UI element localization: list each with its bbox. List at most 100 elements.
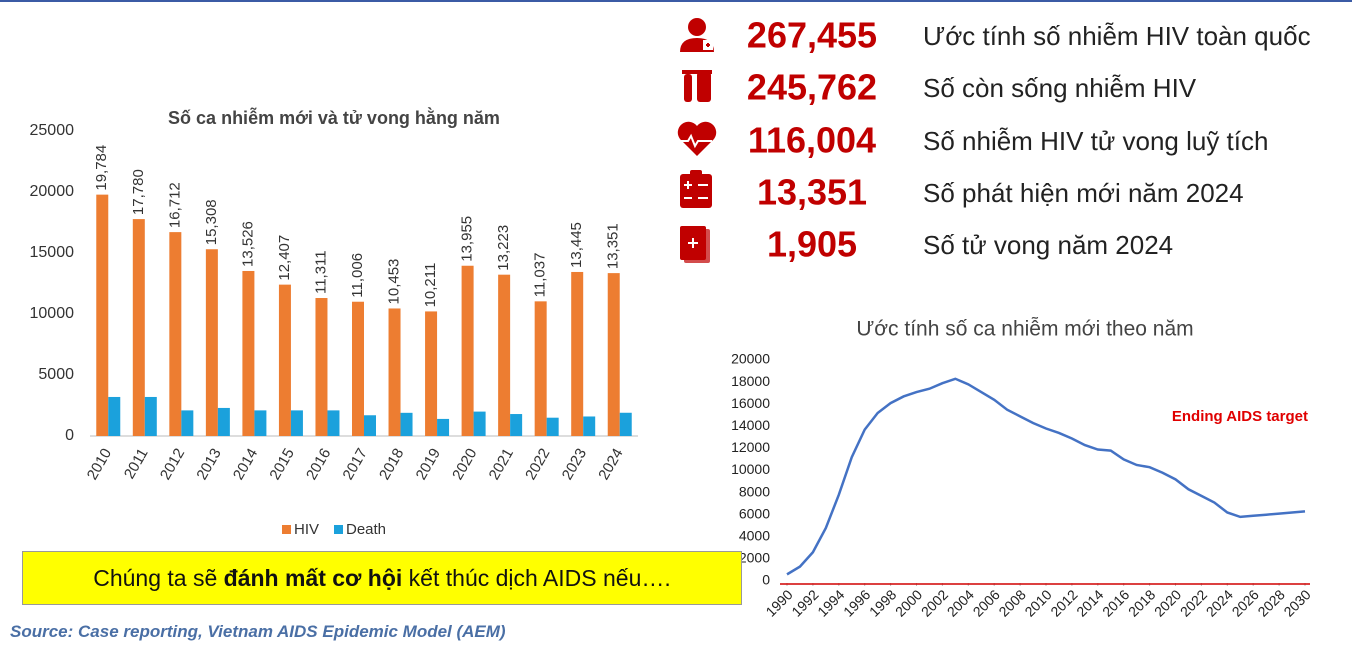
bar [144,396,157,436]
x-tick-label: 2010 [1021,586,1054,619]
x-tick-label: 1998 [866,586,899,619]
bar [571,271,584,436]
legend-swatch [282,525,291,534]
x-tick-label: 2030 [1280,586,1313,619]
x-tick-label: 2024 [1203,586,1236,619]
value-label: 13,223 [495,225,512,271]
banner-text: kết thúc dịch AIDS nếu…. [402,564,671,591]
value-label: 13,955 [459,216,476,262]
bar [461,265,474,436]
y-tick-label: 8000 [739,483,770,499]
y-tick-label: 0 [762,572,770,588]
value-label: 11,037 [532,253,549,298]
icons [677,18,717,263]
x-tick-label: 2014 [230,445,261,482]
value-label: 13,351 [605,223,622,269]
x-tick-label: 2016 [1099,586,1132,619]
x-tick-label: 2016 [303,445,334,482]
x-tick-label: 2013 [193,445,224,482]
bar [498,274,511,436]
bar [315,298,328,436]
bar [607,273,620,436]
chart-title: Số ca nhiễm mới và tử vong hằng năm [168,107,500,128]
stat-label: Số nhiễm HIV tử vong luỹ tích [923,126,1268,156]
bar [327,410,340,436]
value-label: 10,211 [422,263,439,308]
x-tick-label: 2026 [1229,586,1262,619]
bar [278,284,291,436]
x-tick-label: 2012 [157,445,188,482]
bar [352,301,364,436]
x-tick-label: 2015 [266,445,297,482]
stat-value: 1,905 [767,224,857,265]
x-tick-label: 2022 [522,445,553,482]
y-tick-label: 10000 [30,305,75,322]
value-label: 15,308 [203,199,220,245]
line [786,377,1306,576]
chart-title: Ước tính số ca nhiễm mới theo năm [856,318,1193,341]
x-tick-label: 2024 [595,445,626,482]
x-tick-label: 2006 [970,586,1003,619]
bar [400,412,413,436]
bar [254,410,267,436]
stat-label: Ước tính số nhiễm HIV toàn quốc [923,21,1311,51]
x-tick-label: 1994 [814,586,847,619]
bar [473,411,486,436]
y-tick-label: 10000 [731,461,770,477]
x-tick-label: 1992 [788,586,821,619]
bar [169,232,182,436]
x-tick-label: 2002 [918,586,951,619]
x-tick-label: 2011 [121,445,152,481]
stat-label: Số phát hiện mới năm 2024 [923,178,1244,208]
x-tick-label: 2021 [486,445,517,482]
x-tick-label: 2004 [944,586,977,619]
y-tick-label: 18000 [731,373,770,389]
value-label: 11,006 [349,253,366,298]
stat-value: 116,004 [748,120,876,161]
x-tick-label: 2019 [413,445,444,482]
y-tick-label: 0 [65,427,74,444]
x-tick-label: 2012 [1047,586,1080,619]
y-tick-label: 4000 [739,528,770,544]
stat-value: 267,455 [747,15,877,56]
source: Source: Case reporting, Vietnam AIDS Epi… [10,622,506,641]
bar [364,415,376,436]
stat-label: Số còn sống nhiễm HIV [923,73,1197,103]
x-tick-label: 2018 [1125,586,1158,619]
bar [425,311,438,436]
y-tick-label: 15000 [30,244,75,261]
y-tick-label: 6000 [739,505,770,521]
banner-emphasis: đánh mất cơ hội [223,564,403,591]
y-tick-label: 20000 [731,351,770,367]
banner-text: Chúng ta sẽ [93,564,224,591]
y-tick-label: 14000 [731,417,770,433]
bar [96,194,109,436]
stat-value: 245,762 [747,67,877,108]
bar [217,407,230,436]
value-label: 13,445 [568,222,585,268]
value-label: 19,784 [93,145,110,191]
x-tick-label: 2014 [1073,586,1106,619]
x-tick-label: 2018 [376,445,407,482]
bar [132,219,145,436]
x-tick-label: 2023 [559,445,590,482]
value-label: 17,780 [130,169,147,215]
x-tick-label: 2020 [449,445,480,482]
legend-label: HIV [294,521,319,538]
bar [437,418,450,436]
bar [510,414,523,436]
x-tick-label: 2017 [339,445,370,482]
bar [583,416,596,436]
y-tick-label: 25000 [30,122,75,139]
x-tick-label: 2010 [84,445,115,482]
y-tick-label: 2000 [739,550,770,566]
bar [205,249,218,436]
bar [546,417,559,436]
x-tick-label: 2000 [892,586,925,619]
y-tick-label: 16000 [731,395,770,411]
x-tick-label: 2020 [1151,586,1184,619]
x-tick-label: 2028 [1254,586,1287,619]
y-tick-label: 5000 [38,366,74,383]
